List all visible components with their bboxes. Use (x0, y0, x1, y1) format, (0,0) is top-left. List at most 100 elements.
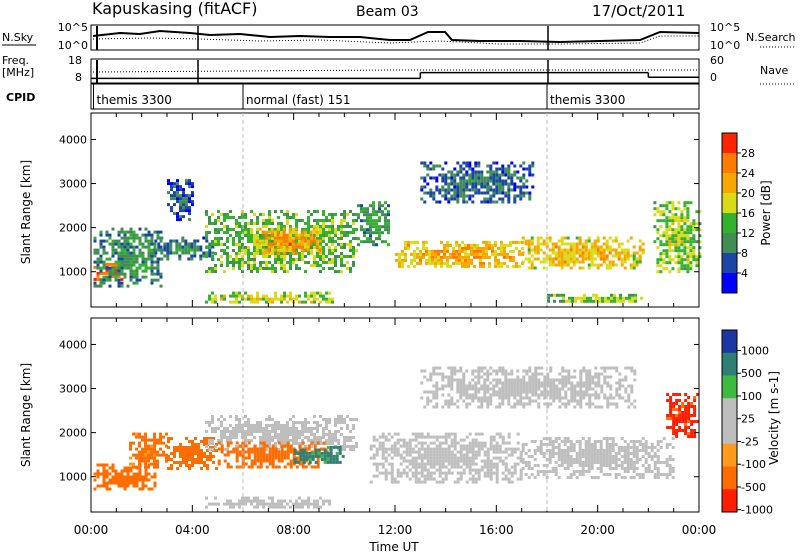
data-cell (326, 457, 330, 461)
data-cell (471, 438, 475, 442)
data-cell (185, 464, 188, 467)
data-cell (429, 477, 433, 481)
data-cell (483, 185, 487, 189)
data-cell (432, 176, 436, 180)
data-cell (530, 239, 534, 243)
data-cell (399, 471, 403, 475)
data-cell (471, 200, 475, 204)
data-cell (323, 460, 327, 464)
data-cell (291, 242, 295, 246)
data-cell (435, 435, 439, 439)
data-cell (268, 418, 271, 421)
data-cell (617, 242, 621, 246)
data-cell (337, 448, 340, 451)
data-cell (199, 245, 203, 249)
data-cell (662, 204, 666, 208)
data-cell (393, 432, 397, 436)
data-cell (662, 243, 666, 247)
data-cell (401, 252, 404, 256)
data-cell (313, 297, 316, 301)
data-cell (202, 251, 206, 255)
data-cell (611, 467, 615, 470)
data-cell (570, 396, 574, 400)
data-cell (659, 225, 663, 229)
data-cell (441, 387, 445, 391)
data-cell (153, 230, 157, 234)
data-cell (346, 231, 349, 234)
data-cell (167, 203, 170, 207)
data-cell (229, 210, 232, 213)
data-cell (208, 222, 211, 225)
data-cell (303, 239, 307, 243)
data-cell (310, 249, 313, 252)
data-cell (665, 228, 669, 232)
data-cell (178, 242, 182, 246)
data-cell (247, 447, 251, 451)
data-cell (534, 393, 538, 397)
data-cell (328, 234, 331, 237)
nsky-panel-frame (90, 24, 700, 51)
data-cell (250, 228, 253, 231)
data-cell (328, 213, 331, 216)
data-cell (150, 475, 154, 479)
data-cell (453, 465, 457, 469)
data-cell (247, 441, 251, 445)
data-cell (241, 270, 244, 273)
data-cell (429, 435, 433, 439)
data-cell (641, 248, 645, 252)
data-cell (416, 240, 419, 244)
data-cell (492, 179, 496, 183)
data-cell (331, 300, 334, 304)
data-cell (253, 234, 256, 237)
data-cell (208, 246, 211, 249)
data-cell (295, 436, 298, 439)
data-cell (492, 194, 496, 198)
data-cell (477, 378, 481, 382)
data-cell (250, 237, 253, 240)
data-cell (495, 447, 499, 451)
data-cell (150, 450, 153, 454)
data-cell (507, 447, 511, 451)
data-cell (313, 436, 316, 439)
data-cell (474, 381, 478, 385)
data-cell (623, 254, 627, 258)
data-cell (241, 258, 244, 261)
data-cell (476, 246, 479, 250)
data-cell (289, 246, 292, 249)
data-cell (250, 450, 254, 454)
data-cell (591, 375, 595, 379)
data-cell (582, 366, 586, 370)
data-cell (527, 251, 531, 255)
data-cell (176, 179, 179, 183)
data-cell (537, 387, 541, 391)
data-cell (571, 299, 574, 303)
data-cell (214, 231, 217, 234)
data-cell (132, 236, 136, 240)
data-cell (340, 270, 343, 273)
data-cell (489, 200, 493, 204)
data-cell (301, 502, 304, 506)
data-cell (482, 261, 485, 265)
data-cell (93, 487, 97, 491)
data-cell (534, 369, 538, 373)
data-cell (337, 255, 340, 258)
data-cell (477, 471, 481, 475)
data-cell (229, 261, 232, 264)
data-cell (414, 468, 418, 472)
data-cell (552, 396, 556, 400)
data-cell (543, 375, 547, 379)
data-cell (193, 242, 197, 246)
data-cell (533, 257, 537, 261)
data-cell (607, 296, 610, 300)
data-cell (456, 369, 460, 373)
data-cell (640, 296, 643, 300)
data-cell (453, 438, 457, 442)
data-cell (384, 222, 387, 226)
data-cell (659, 440, 663, 443)
data-cell (114, 262, 118, 266)
data-cell (176, 191, 179, 195)
data-cell (223, 448, 226, 451)
data-cell (507, 191, 511, 195)
data-cell (579, 378, 583, 382)
data-cell (438, 366, 442, 370)
